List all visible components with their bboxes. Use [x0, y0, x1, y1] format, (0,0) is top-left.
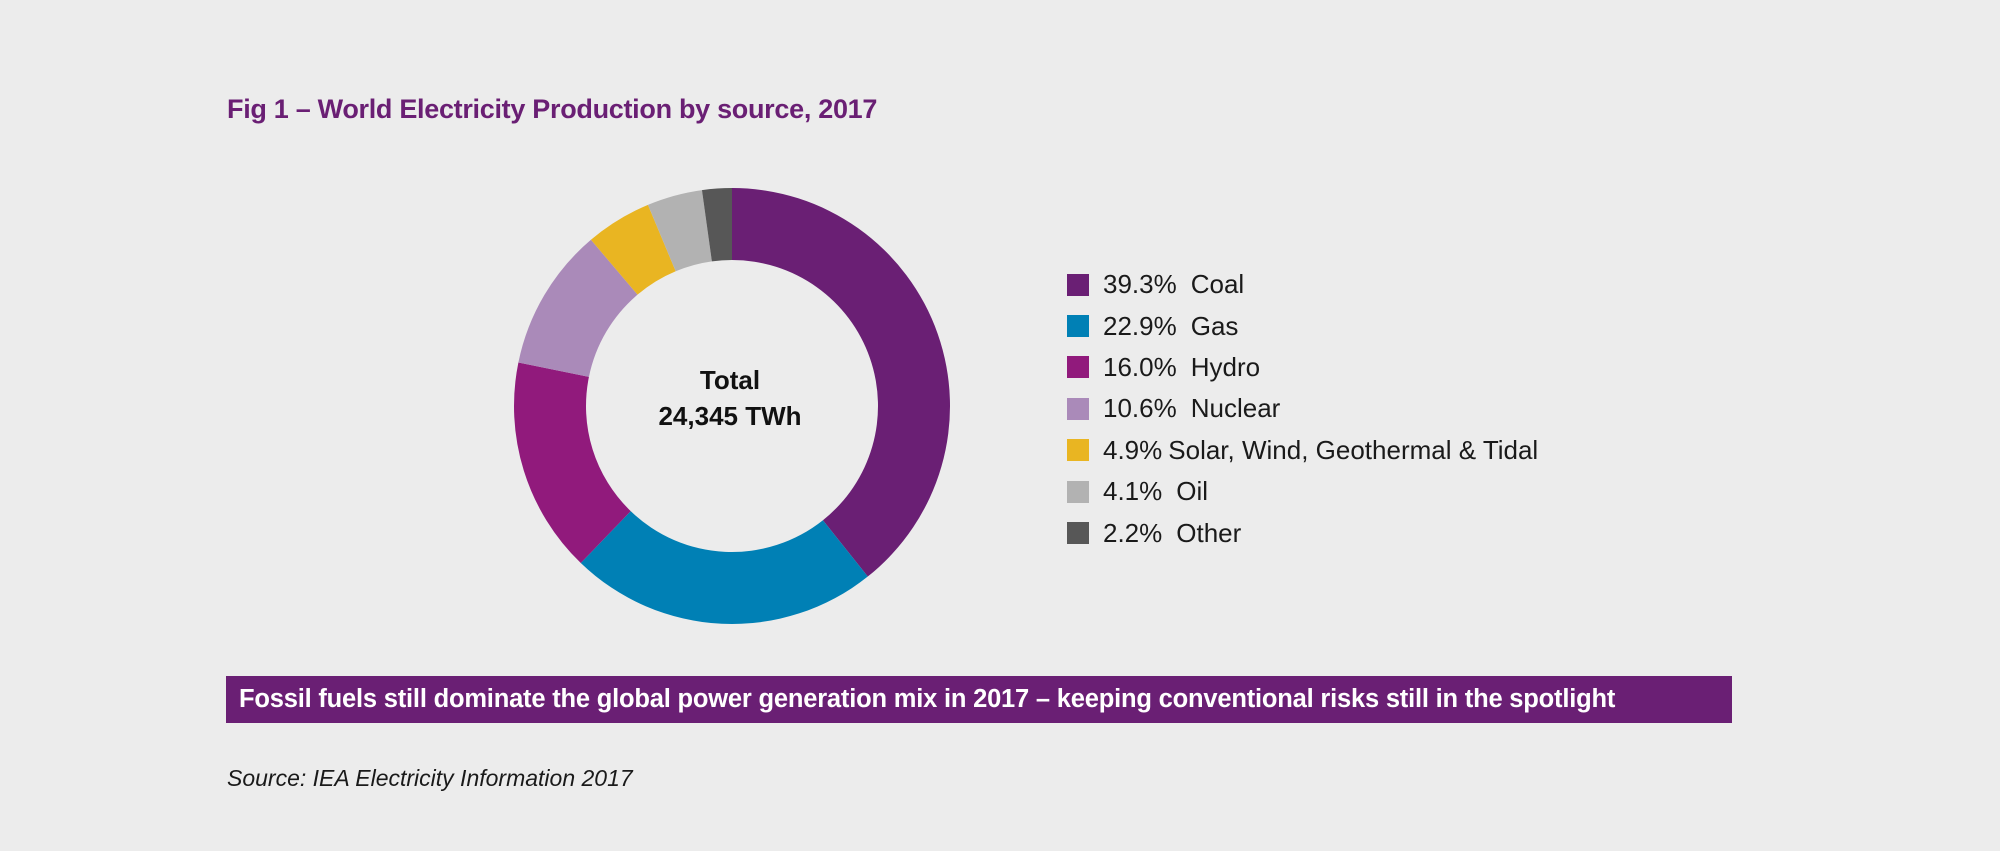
legend-label: Nuclear [1190, 393, 1281, 424]
legend-percent: 10.6% [1103, 393, 1177, 424]
legend-label: Hydro [1190, 351, 1261, 382]
legend-label: Gas [1190, 310, 1239, 341]
legend-label: Other [1176, 517, 1242, 548]
legend-percent: 39.3% [1103, 269, 1177, 300]
legend-item-nuclear: 10.6% Nuclear [1067, 388, 1538, 429]
legend-percent: 4.9% [1103, 434, 1163, 465]
chart-legend: 39.3% Coal 22.9% Gas 16.0% Hydro 10.6% Nuclear 4… [1067, 264, 1538, 554]
legend-swatch [1067, 356, 1089, 379]
legend-item-gas: 22.9% Gas [1067, 305, 1538, 346]
legend-label: Coal [1190, 269, 1245, 300]
chart-title: Fig 1 – World Electricity Production by … [227, 94, 878, 124]
donut-chart: Total 24,345 TWh [510, 178, 950, 638]
donut-slice-coal [732, 188, 950, 577]
legend-label: Solar, Wind, Geothermal & Tidal [1168, 434, 1539, 465]
legend-swatch [1067, 397, 1089, 420]
legend-item-solar-wind-geothermal-tidal: 4.9% Solar, Wind, Geothermal & Tidal [1067, 430, 1538, 471]
legend-item-hydro: 16.0% Hydro [1067, 347, 1538, 388]
source-note: Source: IEA Electricity Information 2017 [227, 765, 633, 791]
legend-percent: 4.1% [1103, 476, 1163, 507]
donut-slice-other [701, 188, 732, 262]
donut-slice-gas [580, 511, 868, 624]
legend-item-coal: 39.3% Coal [1067, 264, 1538, 305]
legend-swatch [1067, 480, 1089, 503]
center-total-value: 24,345 TWh [658, 401, 802, 431]
legend-swatch [1067, 439, 1089, 462]
legend-label: Oil [1176, 476, 1209, 507]
legend-percent: 2.2% [1103, 517, 1163, 548]
donut-slice-solar-wind-geothermal-tidal [590, 204, 676, 295]
legend-swatch [1067, 315, 1089, 338]
headline-banner: Fossil fuels still dominate the global p… [226, 676, 1732, 723]
legend-item-other: 2.2% Other [1067, 512, 1538, 553]
center-total-label: Total [699, 365, 761, 395]
legend-percent: 16.0% [1103, 351, 1177, 382]
donut-slice-nuclear [518, 239, 638, 377]
legend-swatch [1067, 522, 1089, 545]
donut-slice-hydro [514, 362, 631, 564]
legend-percent: 22.9% [1103, 310, 1177, 341]
legend-item-oil: 4.1% Oil [1067, 471, 1538, 512]
donut-slice-oil [647, 190, 712, 272]
donut-svg [514, 188, 950, 624]
legend-swatch [1067, 273, 1089, 296]
